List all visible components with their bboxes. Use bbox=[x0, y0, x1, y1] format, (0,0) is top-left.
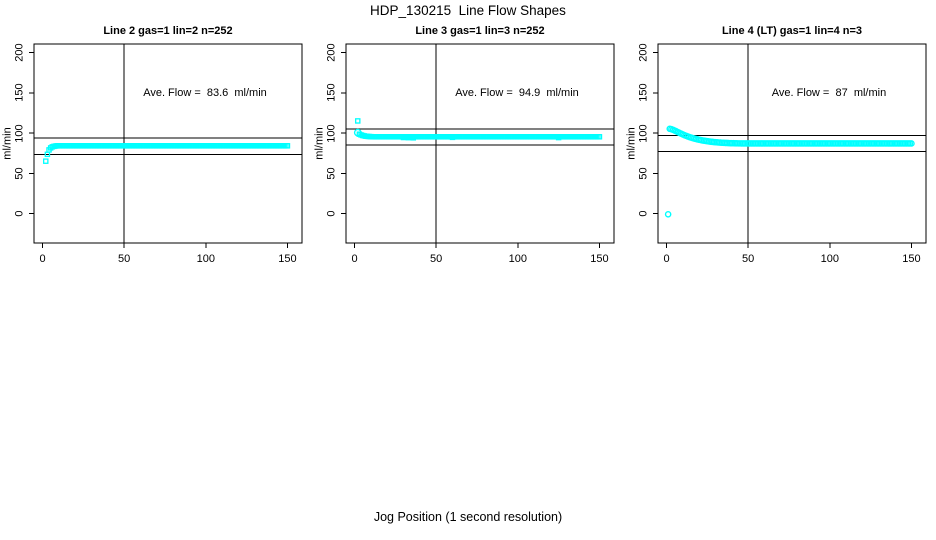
data-point bbox=[284, 143, 291, 149]
x-tick-label: 150 bbox=[902, 253, 921, 265]
x-tick-label: 0 bbox=[663, 253, 670, 265]
plot-box bbox=[345, 43, 615, 244]
ave-flow-annotation: Ave. Flow = 87 ml/min bbox=[771, 87, 887, 99]
y-tick-label: 0 bbox=[325, 210, 338, 217]
y-tick-label: 50 bbox=[325, 167, 338, 180]
x-tick-label: 50 bbox=[118, 253, 131, 265]
subplot-line2: Line 2 gas=1 lin=2 n=252 Ave. Flow = 83.6… bbox=[0, 18, 312, 268]
x-tick-label: 150 bbox=[278, 253, 297, 265]
y-tick-label: 50 bbox=[13, 167, 26, 180]
plot-title: Line 2 gas=1 lin=2 n=252 bbox=[103, 25, 233, 37]
x-tick-label: 100 bbox=[196, 253, 215, 265]
x-tick-label: 150 bbox=[590, 253, 609, 265]
data-point bbox=[355, 118, 361, 124]
y-tick-label: 100 bbox=[13, 123, 26, 143]
subplot-line3: Line 3 gas=1 lin=3 n=252 Ave. Flow = 94.9… bbox=[312, 18, 624, 268]
x-tick-label: 100 bbox=[508, 253, 527, 265]
x-tick-label: 0 bbox=[39, 253, 46, 265]
subplot-line4: Line 4 (LT) gas=1 lin=4 n=3 Ave. Flow = 8… bbox=[624, 18, 936, 268]
plot-canvas bbox=[341, 43, 615, 248]
data-point bbox=[664, 211, 672, 218]
data-point bbox=[908, 140, 915, 147]
y-tick-label: 100 bbox=[637, 123, 650, 143]
ave-flow-annotation: Ave. Flow = 83.6 ml/min bbox=[143, 87, 267, 99]
x-tick-label: 50 bbox=[742, 253, 755, 265]
x-tick-label: 100 bbox=[820, 253, 839, 265]
x-tick-label: 50 bbox=[430, 253, 443, 265]
y-tick-label: 50 bbox=[637, 167, 650, 180]
y-tick-label: 150 bbox=[637, 83, 650, 102]
y-tick-label: 200 bbox=[13, 43, 26, 62]
y-tick-label: 150 bbox=[13, 83, 26, 102]
y-tick-label: 0 bbox=[637, 210, 650, 217]
data-point bbox=[43, 158, 49, 164]
y-tick-label: 200 bbox=[637, 43, 650, 62]
plot-title: Line 3 gas=1 lin=3 n=252 bbox=[415, 25, 545, 37]
plot-canvas bbox=[653, 43, 927, 248]
plot-title: Line 4 (LT) gas=1 lin=4 n=3 bbox=[721, 25, 863, 37]
data-point bbox=[596, 134, 603, 140]
data-point bbox=[353, 128, 362, 137]
y-tick-label: 150 bbox=[325, 83, 338, 102]
x-axis-outer-label: Jog Position (1 second resolution) bbox=[373, 510, 563, 524]
ave-flow-annotation: Ave. Flow = 94.9 ml/min bbox=[455, 87, 579, 99]
y-tick-label: 100 bbox=[325, 123, 338, 143]
y-tick-label: 0 bbox=[13, 210, 26, 217]
y-tick-label: 200 bbox=[325, 43, 338, 62]
x-tick-label: 0 bbox=[351, 253, 358, 265]
plot-box bbox=[657, 43, 927, 244]
figure-title: HDP_130215 Line Flow Shapes bbox=[370, 3, 566, 18]
plot-canvas bbox=[29, 43, 303, 248]
plot-box bbox=[33, 43, 303, 244]
